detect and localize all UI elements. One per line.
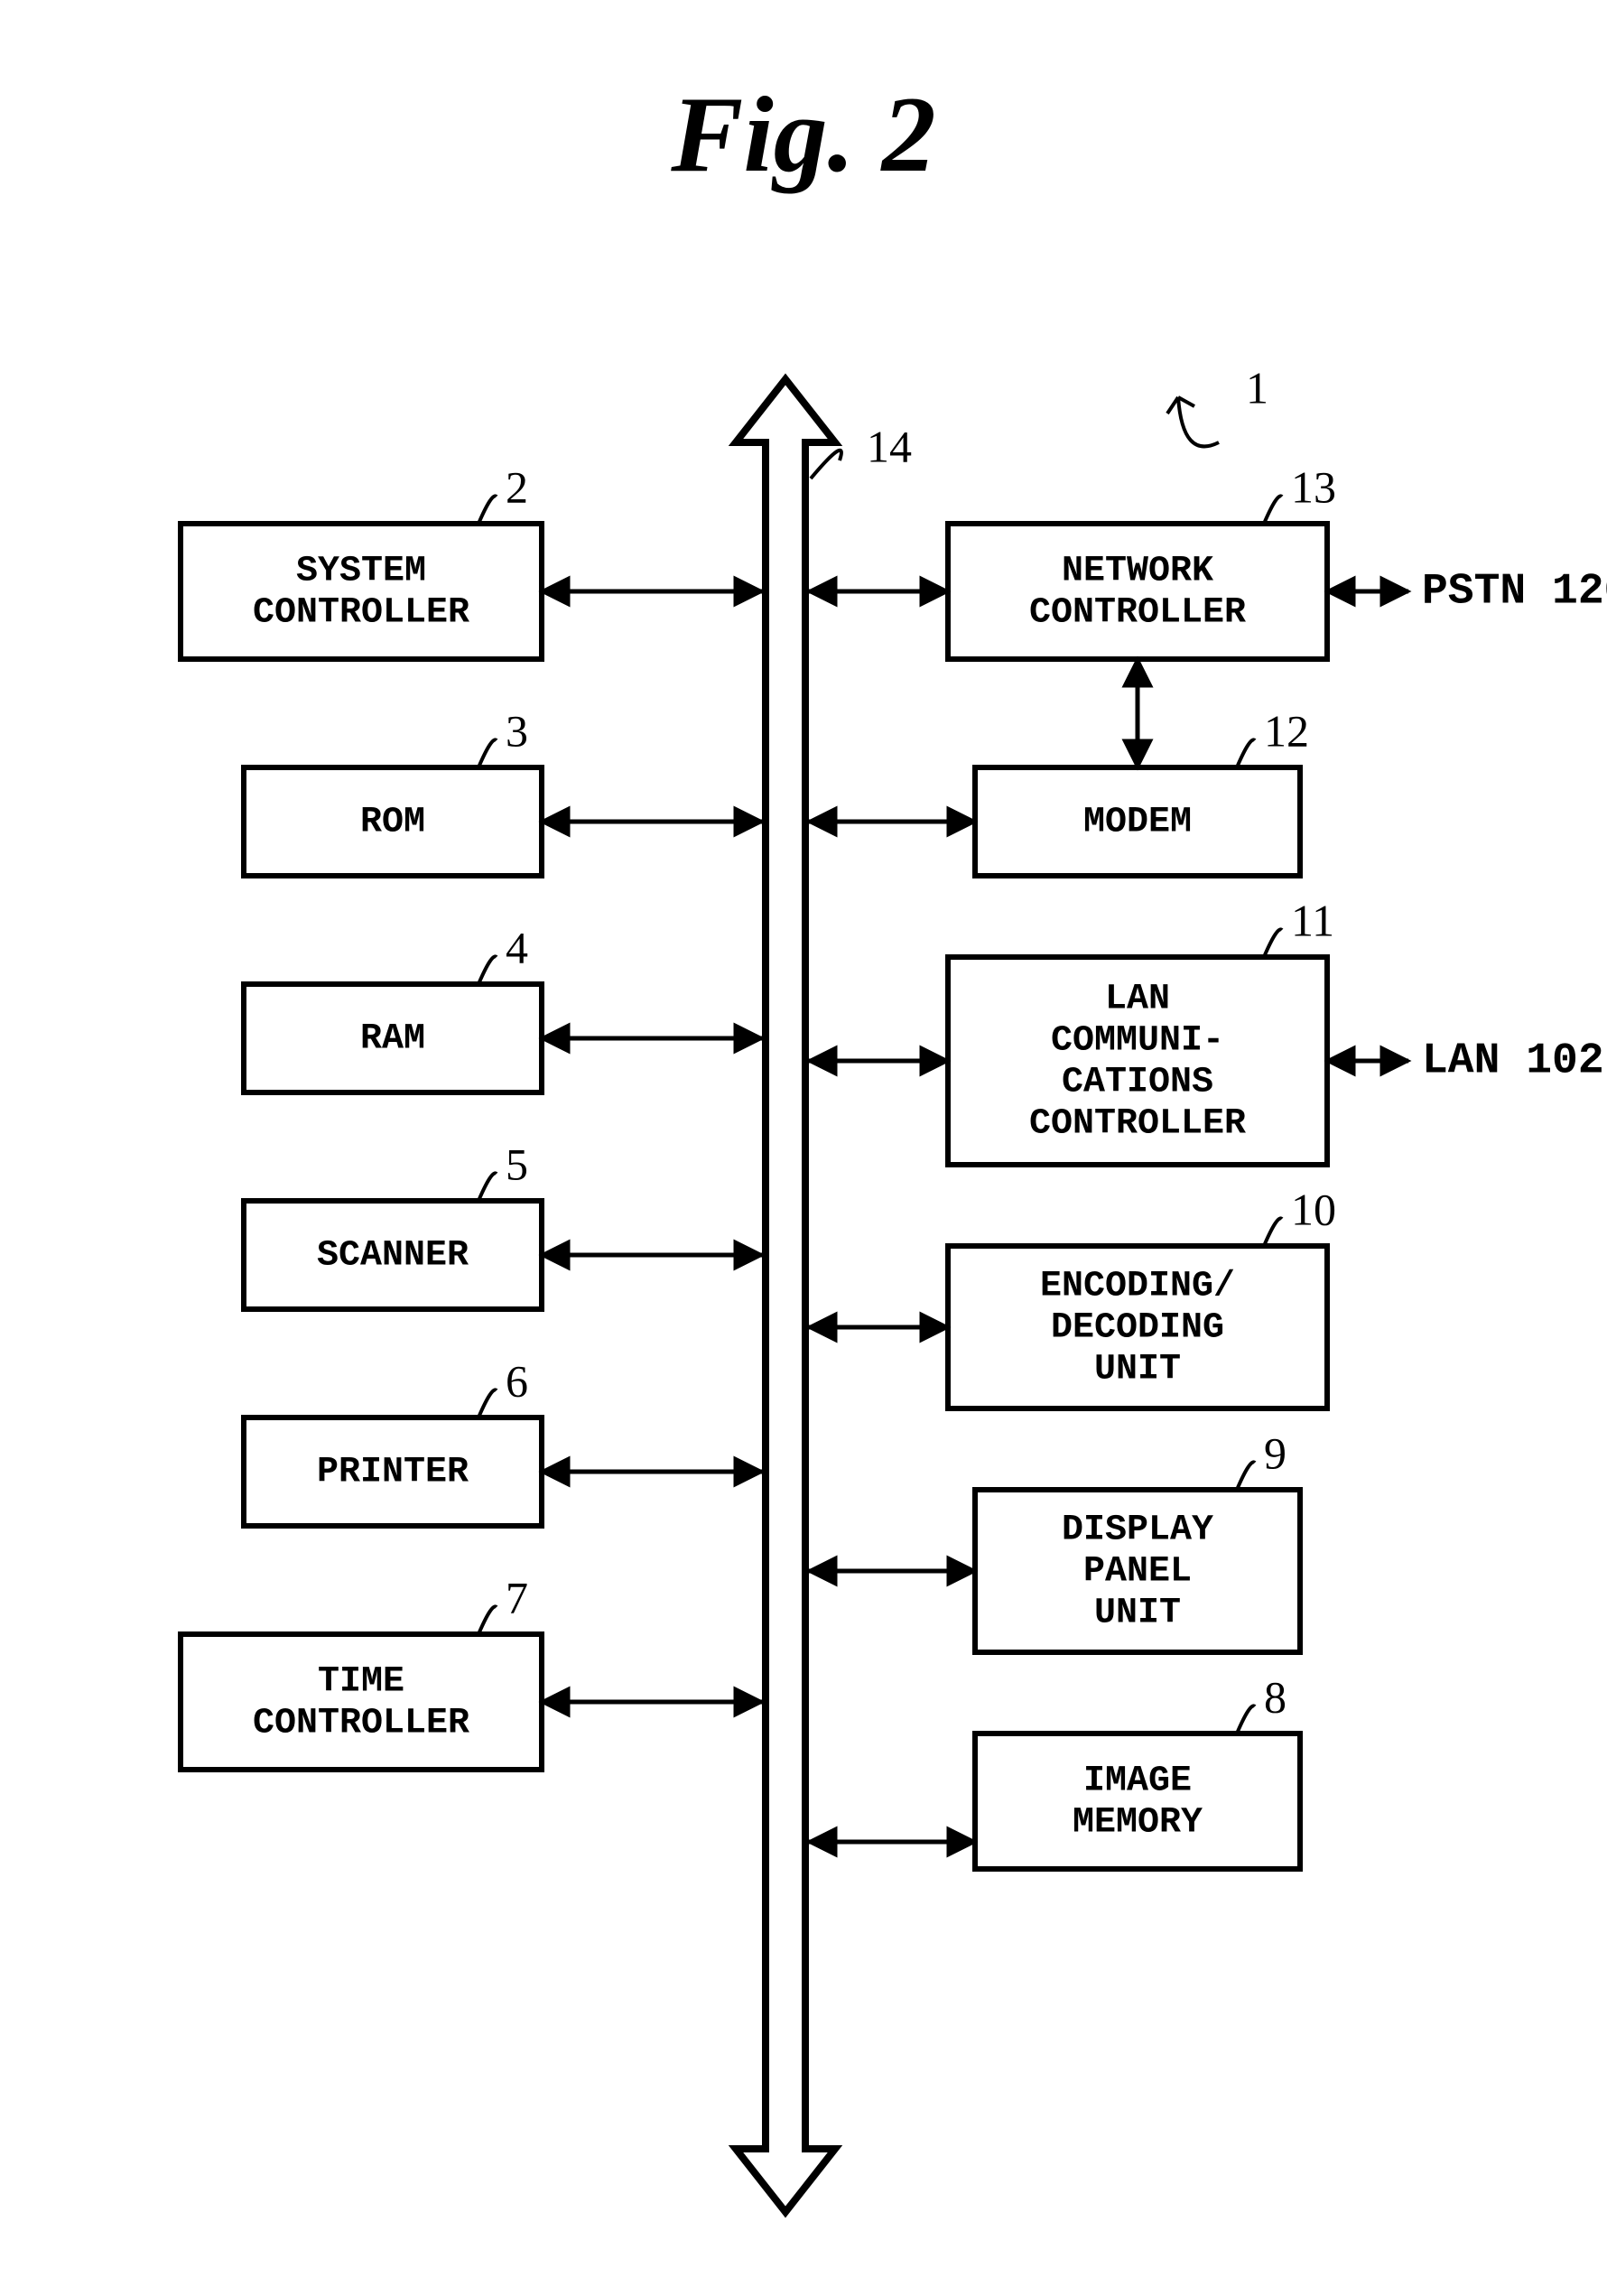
bus-ref-lead: [811, 451, 841, 479]
block-3-line-0: ROM: [360, 803, 425, 843]
block-11-line-1: COMMUNI-: [1051, 1021, 1224, 1062]
block-5-ref-lead: [478, 1173, 497, 1201]
block-13-ref-lead: [1264, 496, 1282, 524]
block-6-line-0: PRINTER: [317, 1453, 469, 1493]
block-4-ref-label: 4: [506, 922, 528, 972]
block-13-ref-label: 13: [1291, 461, 1336, 512]
block-8-line-0: IMAGE: [1083, 1762, 1192, 1802]
block-10-ref-lead: [1264, 1218, 1282, 1246]
block-13-ext-label: PSTN 120: [1422, 568, 1607, 617]
block-2: SYSTEMCONTROLLER 2: [181, 461, 762, 659]
block-5-line-0: SCANNER: [317, 1236, 469, 1277]
block-11-ref-lead: [1264, 929, 1282, 957]
block-11: LANCOMMUNI-CATIONSCONTROLLER 11 LAN 102: [809, 895, 1604, 1165]
block-13: NETWORKCONTROLLER 13 PSTN 120: [809, 461, 1607, 659]
block-12: MODEM 12: [809, 705, 1309, 876]
block-10-line-0: ENCODING/: [1040, 1267, 1235, 1307]
block-4-line-0: RAM: [360, 1019, 425, 1060]
block-11-line-2: CATIONS: [1062, 1063, 1213, 1103]
block-10: ENCODING/DECODINGUNIT 10: [809, 1184, 1336, 1408]
block-12-line-0: MODEM: [1083, 803, 1192, 843]
block-8-line-1: MEMORY: [1073, 1803, 1203, 1844]
block-8: IMAGEMEMORY 8: [809, 1671, 1300, 1869]
block-5-ref-label: 5: [506, 1139, 528, 1189]
block-8-ref-lead: [1237, 1706, 1255, 1734]
block-2-line-0: SYSTEM: [296, 552, 426, 592]
block-9-ref-label: 9: [1264, 1427, 1287, 1478]
block-6: PRINTER 6: [244, 1355, 762, 1526]
block-2-ref-label: 2: [506, 461, 528, 512]
block-10-line-2: UNIT: [1094, 1350, 1181, 1390]
block-12-ref-label: 12: [1264, 705, 1309, 756]
block-8-ref-label: 8: [1264, 1671, 1287, 1722]
block-7: TIMECONTROLLER 7: [181, 1572, 762, 1770]
system-ref-label: 1: [1246, 362, 1268, 413]
block-9-ref-lead: [1237, 1462, 1255, 1490]
block-7-line-0: TIME: [318, 1662, 404, 1703]
block-2-line-1: CONTROLLER: [253, 593, 469, 634]
block-9-line-0: DISPLAY: [1062, 1511, 1213, 1551]
block-13-line-1: CONTROLLER: [1029, 593, 1246, 634]
system-ref-hook: [1167, 397, 1219, 446]
block-3: ROM 3: [244, 705, 762, 876]
block-11-line-0: LAN: [1105, 980, 1170, 1020]
block-3-ref-label: 3: [506, 705, 528, 756]
block-2-ref-lead: [478, 496, 497, 524]
block-13-line-0: NETWORK: [1062, 552, 1213, 592]
block-4-ref-lead: [478, 956, 497, 984]
block-10-line-1: DECODING: [1051, 1308, 1224, 1349]
bus-ref-label: 14: [867, 421, 912, 471]
block-11-ext-label: LAN 102: [1422, 1037, 1604, 1086]
block-7-ref-label: 7: [506, 1572, 528, 1622]
block-7-ref-lead: [478, 1606, 497, 1634]
block-12-ref-lead: [1237, 739, 1255, 767]
block-3-ref-lead: [478, 739, 497, 767]
block-6-ref-label: 6: [506, 1355, 528, 1406]
bus-arrow: [736, 379, 835, 2212]
block-11-ref-label: 11: [1291, 895, 1334, 945]
block-7-line-1: CONTROLLER: [253, 1704, 469, 1744]
block-4: RAM 4: [244, 922, 762, 1092]
block-9-line-1: PANEL: [1083, 1552, 1192, 1593]
block-10-ref-label: 10: [1291, 1184, 1336, 1234]
block-5: SCANNER 5: [244, 1139, 762, 1309]
block-9-line-2: UNIT: [1094, 1594, 1181, 1634]
block-9: DISPLAYPANELUNIT 9: [809, 1427, 1300, 1652]
block-11-line-3: CONTROLLER: [1029, 1104, 1246, 1145]
page: Fig. 2 141SYSTEMCONTROLLER2ROM3RAM4SCANN…: [0, 0, 1607, 2296]
diagram-canvas: 141SYSTEMCONTROLLER2ROM3RAM4SCANNER5PRIN…: [0, 0, 1607, 2296]
block-6-ref-lead: [478, 1390, 497, 1418]
